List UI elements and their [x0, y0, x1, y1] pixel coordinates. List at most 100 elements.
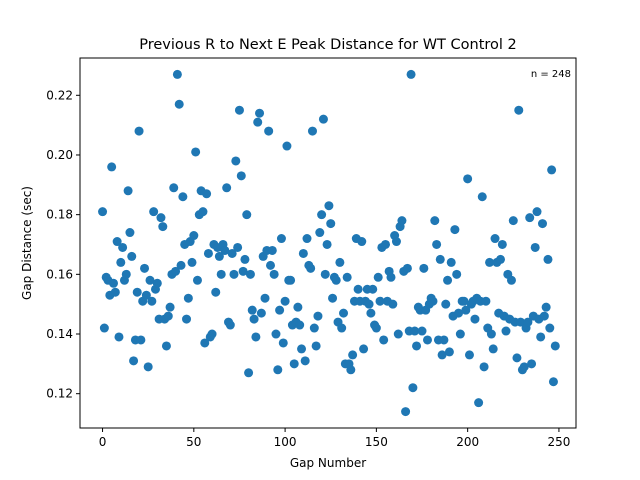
data-point	[222, 183, 232, 193]
data-point	[443, 275, 453, 285]
y-axis-label: Gap Distance (sec)	[20, 186, 34, 300]
data-point	[381, 239, 390, 249]
data-point	[140, 263, 150, 273]
data-point	[335, 257, 345, 267]
data-point	[536, 332, 546, 342]
data-point	[525, 213, 535, 223]
data-point	[251, 332, 261, 342]
data-point	[359, 344, 369, 354]
data-point	[214, 251, 224, 261]
data-point	[393, 329, 403, 339]
data-point	[107, 162, 117, 172]
y-tick-label: 0.14	[46, 327, 73, 341]
data-point	[417, 326, 427, 336]
data-point	[397, 216, 407, 226]
data-point	[326, 219, 336, 229]
data-point	[156, 213, 166, 223]
data-point	[255, 108, 265, 118]
data-point	[317, 210, 327, 220]
data-point	[165, 302, 175, 312]
data-point	[541, 302, 551, 312]
data-point	[402, 263, 412, 273]
data-point	[496, 254, 506, 264]
data-point	[112, 237, 122, 247]
data-point	[152, 278, 162, 288]
data-point	[198, 207, 208, 217]
data-point	[136, 335, 146, 345]
data-point	[143, 362, 153, 372]
y-tick-label: 0.18	[46, 208, 73, 222]
data-point	[348, 350, 358, 360]
data-point	[309, 323, 319, 333]
data-point	[539, 311, 549, 321]
data-point	[202, 189, 212, 199]
data-point	[207, 329, 217, 339]
data-point	[324, 201, 334, 211]
data-point	[506, 275, 516, 285]
data-point	[132, 287, 142, 297]
data-point	[276, 234, 286, 244]
data-point	[225, 320, 235, 330]
data-point	[216, 269, 226, 279]
data-point	[118, 242, 128, 252]
data-point	[430, 216, 440, 226]
data-point	[169, 183, 179, 193]
data-point	[455, 329, 465, 339]
data-point	[231, 156, 241, 166]
data-point	[422, 335, 432, 345]
data-point	[280, 296, 290, 306]
data-point	[297, 344, 307, 354]
data-point	[373, 272, 383, 282]
data-point	[463, 174, 473, 184]
data-point	[454, 308, 464, 318]
data-point	[234, 105, 244, 115]
sample-size-annotation: n = 248	[531, 69, 571, 80]
data-point	[441, 299, 451, 309]
data-point	[161, 341, 171, 351]
data-point	[464, 350, 474, 360]
data-point	[481, 296, 491, 306]
data-point	[538, 219, 547, 229]
y-tick-label: 0.16	[46, 267, 73, 281]
data-point	[408, 383, 418, 393]
data-point	[527, 359, 537, 369]
data-point	[357, 237, 367, 247]
data-point	[149, 207, 159, 217]
data-point	[328, 293, 338, 303]
data-point	[364, 299, 374, 309]
data-points	[98, 69, 560, 417]
data-point	[98, 207, 108, 217]
data-point	[253, 117, 263, 127]
data-point	[260, 293, 270, 303]
data-point	[452, 269, 462, 279]
data-point	[497, 239, 507, 249]
data-point	[320, 269, 330, 279]
data-point	[315, 228, 325, 238]
data-point	[342, 272, 352, 282]
data-point	[295, 320, 305, 330]
data-point	[543, 254, 553, 264]
data-point	[547, 165, 557, 175]
data-point	[532, 207, 542, 217]
data-point	[488, 344, 498, 354]
data-point	[516, 317, 526, 327]
data-point	[273, 365, 283, 375]
data-point	[428, 296, 438, 306]
data-point	[245, 269, 255, 279]
data-point	[236, 171, 246, 181]
x-tick-label: 0	[99, 435, 107, 449]
data-point	[508, 216, 518, 226]
y-axis-ticks: 0.12 0.14 0.16 0.18 0.20 0.22	[46, 88, 80, 401]
data-point	[191, 147, 201, 157]
data-point	[519, 362, 529, 372]
data-point	[129, 356, 139, 366]
data-point	[353, 284, 363, 294]
y-tick-label: 0.22	[46, 88, 73, 102]
data-point	[486, 329, 496, 339]
data-point	[178, 192, 188, 202]
x-axis-label: Gap Number	[290, 456, 366, 470]
data-point	[391, 237, 401, 247]
data-point	[187, 257, 197, 267]
data-point	[244, 368, 254, 378]
